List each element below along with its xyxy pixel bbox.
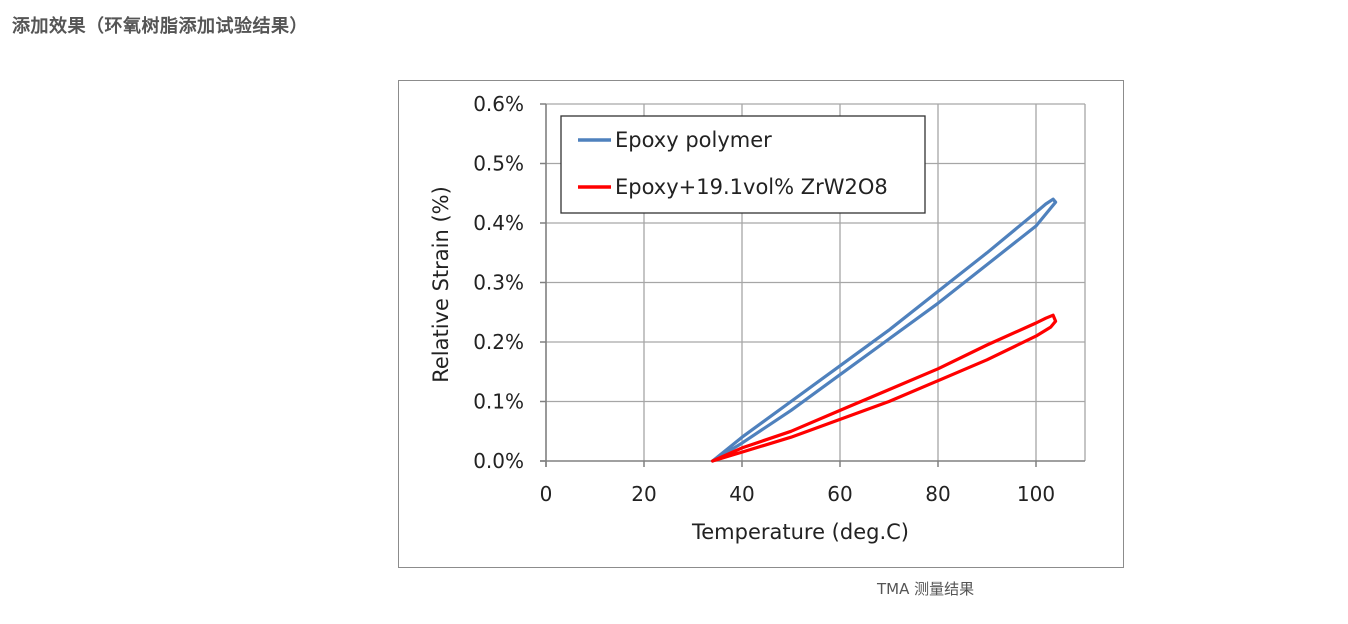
y-tick-label-1: 0.1% <box>473 390 524 414</box>
tick-layer: 0 20 40 60 80 100 0.0% 0.1% 0.2% 0.3% 0.4% 0.5% 0.6% <box>473 92 1055 506</box>
legend-label-1: Epoxy+19.1vol% ZrW2O8 <box>615 175 888 199</box>
y-tick-label-3: 0.3% <box>473 271 524 295</box>
strain-chart: 0 20 40 60 80 100 0.0% 0.1% 0.2% 0.3% 0.4% 0.5% 0.6%… <box>429 92 1086 544</box>
series-line-1 <box>711 313 1058 463</box>
legend-layer: Epoxy polymer Epoxy+19.1vol% ZrW2O8 <box>560 115 926 214</box>
x-tick-label-1: 20 <box>631 482 656 506</box>
y-tick-label-4: 0.4% <box>473 211 524 235</box>
y-tick-label-6: 0.6% <box>473 92 524 116</box>
series-layer <box>711 197 1058 463</box>
y-axis-title: Relative Strain (%) <box>429 186 453 383</box>
y-tick-label-5: 0.5% <box>473 152 524 176</box>
page-heading: 添加效果（环氧树脂添加试验结果） <box>12 16 308 37</box>
axis-layer <box>540 103 1085 467</box>
x-tick-label-3: 60 <box>827 482 852 506</box>
legend-box <box>560 115 926 214</box>
chart-caption: TMA 测量结果 <box>877 580 975 598</box>
chart-frame: 0 20 40 60 80 100 0.0% 0.1% 0.2% 0.3% 0.4% 0.5% 0.6%… <box>398 80 1124 568</box>
x-tick-label-5: 100 <box>1017 482 1055 506</box>
x-axis-title: Temperature (deg.C) <box>691 520 909 544</box>
series-line-0 <box>711 197 1058 463</box>
y-tick-label-0: 0.0% <box>473 449 524 473</box>
legend-label-0: Epoxy polymer <box>615 128 772 152</box>
x-tick-label-2: 40 <box>729 482 754 506</box>
title-layer: Temperature (deg.C) Relative Strain (%) <box>429 186 909 544</box>
x-tick-label-0: 0 <box>540 482 553 506</box>
y-tick-label-2: 0.2% <box>473 330 524 354</box>
x-tick-label-4: 80 <box>925 482 950 506</box>
